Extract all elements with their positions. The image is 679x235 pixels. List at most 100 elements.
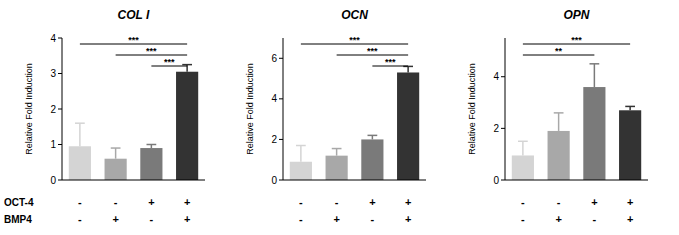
y-tick	[58, 144, 62, 145]
condition-mark: +	[333, 213, 339, 225]
condition-mark: -	[557, 196, 561, 208]
error-bar	[111, 148, 121, 159]
condition-mark: -	[78, 213, 82, 225]
y-tick	[58, 38, 62, 39]
y-axis-label: Relative Fold Induction	[245, 63, 255, 155]
significance-label: ***	[146, 46, 157, 56]
bars	[512, 64, 641, 180]
error-bar	[518, 141, 528, 155]
y-tick	[58, 109, 62, 110]
bar	[397, 72, 419, 180]
bar	[548, 131, 570, 180]
bar	[105, 159, 127, 180]
error-line	[558, 113, 560, 131]
y-tick-label: 2	[271, 134, 277, 145]
error-bar	[146, 145, 156, 149]
error-bar	[625, 106, 635, 110]
error-cap	[518, 141, 528, 143]
error-bar	[367, 135, 377, 139]
y-tick	[279, 180, 283, 181]
significance-label: **	[555, 46, 563, 56]
bar	[583, 87, 605, 180]
condition-mark: -	[371, 213, 375, 225]
condition-mark: +	[148, 196, 154, 208]
error-cap	[146, 144, 156, 146]
condition-mark: +	[555, 213, 561, 225]
bar	[176, 72, 198, 180]
condition-mark: +	[591, 196, 597, 208]
y-tick-label: 4	[271, 93, 277, 104]
y-tick	[279, 58, 283, 59]
bar	[290, 162, 312, 180]
bar	[326, 156, 348, 180]
error-cap	[75, 122, 85, 124]
condition-mark: -	[299, 196, 303, 208]
error-line	[594, 64, 596, 87]
title: OCN	[341, 8, 368, 22]
bar	[361, 139, 383, 180]
y-tick-label: 4	[50, 33, 56, 44]
error-line	[522, 141, 524, 155]
condition-mark: -	[78, 196, 82, 208]
y-tick	[501, 128, 505, 129]
significance-label: ***	[385, 57, 396, 67]
y-tick	[58, 73, 62, 74]
y-axis-label: Relative Fold Induction	[24, 63, 34, 155]
y-tick-label: 6	[271, 53, 277, 64]
y-tick-label: 0	[271, 175, 277, 186]
condition-mark: +	[627, 213, 633, 225]
y-tick-label: 0	[493, 175, 499, 186]
error-cap	[367, 135, 377, 137]
x-axis	[283, 180, 426, 181]
error-line	[300, 146, 302, 162]
panel: COL IRelative Fold Induction01234*******…	[24, 8, 205, 225]
condition-mark: -	[521, 196, 525, 208]
bar	[69, 146, 91, 180]
error-bar	[75, 123, 85, 146]
error-line	[336, 149, 338, 156]
error-bar	[332, 149, 342, 156]
panel: OCN Relative Fold Induction 0 2 4 6 *** *** *** -…	[245, 8, 426, 225]
condition-mark: -	[521, 213, 525, 225]
error-cap	[625, 106, 635, 108]
condition-mark: +	[184, 213, 190, 225]
error-cap	[589, 63, 599, 65]
y-tick-label: 4	[493, 71, 499, 82]
significance-label: ***	[128, 35, 139, 45]
error-cap	[111, 147, 121, 149]
significance-label: ***	[367, 46, 378, 56]
condition-mark: +	[369, 196, 375, 208]
error-line	[79, 123, 81, 146]
error-bar	[589, 64, 599, 87]
y-tick-label: 2	[493, 123, 499, 134]
bar	[512, 155, 534, 180]
condition-mark: -	[299, 213, 303, 225]
condition-mark: +	[405, 213, 411, 225]
x-axis	[505, 180, 648, 181]
error-bar	[296, 146, 306, 162]
condition-mark: -	[593, 213, 597, 225]
error-bar	[554, 113, 564, 131]
panel: OPNRelative Fold Induction024*****--++-+…	[467, 8, 648, 225]
y-tick	[279, 139, 283, 140]
y-tick-label: 0	[50, 175, 56, 186]
condition-label: OCT-4	[4, 197, 34, 208]
bar	[619, 110, 641, 180]
error-line	[407, 66, 409, 72]
bars	[290, 66, 419, 180]
condition-mark: -	[114, 196, 118, 208]
significance-label: ***	[349, 35, 360, 45]
error-cap	[554, 112, 564, 114]
bar	[140, 148, 162, 180]
condition-mark: +	[112, 213, 118, 225]
y-tick-label: 2	[50, 104, 56, 115]
condition-mark: -	[335, 196, 339, 208]
condition-label: BMP4	[4, 214, 32, 225]
y-tick	[58, 180, 62, 181]
condition-mark: -	[150, 213, 154, 225]
y-axis	[505, 38, 506, 180]
y-tick-label: 1	[50, 139, 56, 150]
condition-mark: +	[405, 196, 411, 208]
y-axis	[283, 38, 284, 180]
significance-label: ***	[164, 57, 175, 67]
